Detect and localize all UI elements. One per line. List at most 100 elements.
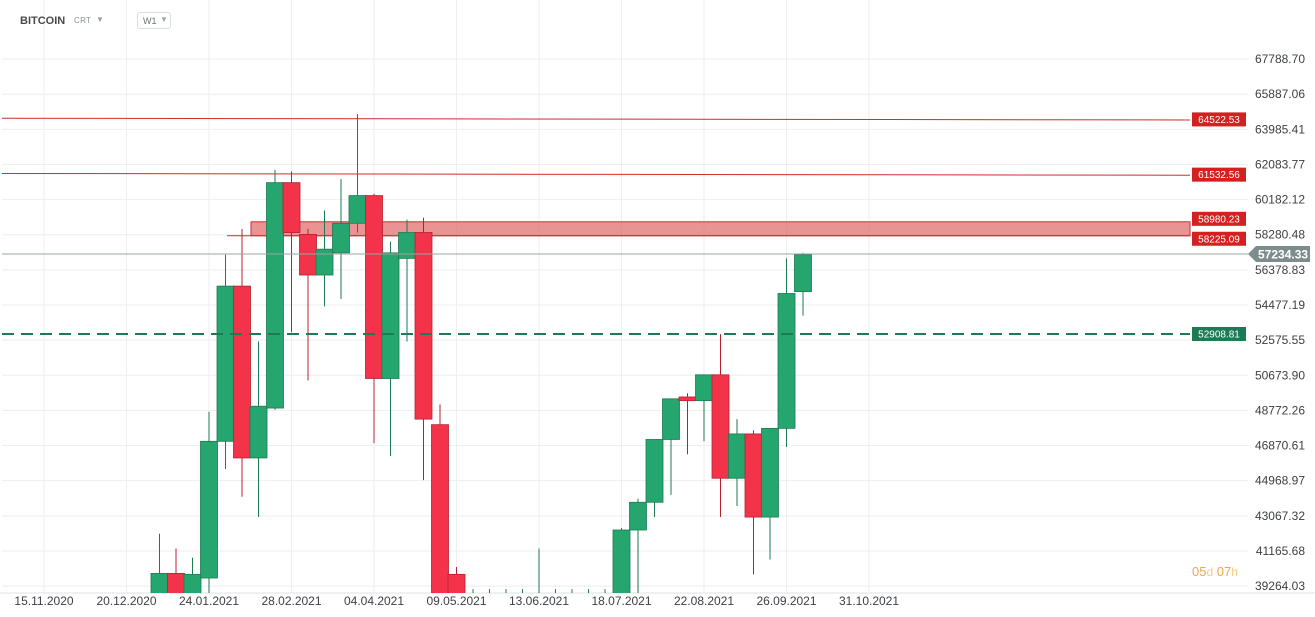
resistance-2-label: 61532.56 bbox=[1198, 170, 1240, 181]
bull-candle-body bbox=[381, 252, 400, 379]
bull-candle-body bbox=[332, 222, 350, 254]
timeframe-selector[interactable]: W1 ▼ bbox=[137, 12, 171, 29]
bull-candle-body bbox=[183, 573, 202, 593]
x-tick-label: 20.12.2020 bbox=[96, 594, 156, 608]
y-tick-label: 67788.70 bbox=[1255, 52, 1305, 66]
chart-toolbar: BITCOIN CRT ▼ W1 ▼ bbox=[0, 0, 400, 40]
bull-candle-body bbox=[645, 439, 664, 503]
bear-candle-body bbox=[365, 195, 383, 379]
bull-candle-body bbox=[728, 433, 746, 479]
chevron-down-icon[interactable]: ▼ bbox=[96, 15, 104, 24]
candle bbox=[167, 548, 185, 593]
bull-candle-body bbox=[315, 248, 334, 276]
candle bbox=[348, 114, 367, 233]
candle bbox=[662, 398, 680, 495]
bear-candle-body bbox=[711, 374, 730, 479]
bull-candle-body bbox=[348, 195, 367, 224]
current-price-tag: 57234.33 bbox=[1248, 246, 1310, 263]
bull-candle-body bbox=[249, 405, 268, 459]
y-tick-label: 46870.61 bbox=[1255, 439, 1305, 453]
y-tick-label: 44968.97 bbox=[1255, 474, 1305, 488]
candle bbox=[645, 439, 664, 518]
zone-top-tag: 58980.23 bbox=[1192, 211, 1246, 226]
candle bbox=[604, 589, 606, 593]
y-tick-label: 56378.83 bbox=[1255, 263, 1305, 277]
candle bbox=[381, 241, 400, 457]
candle bbox=[629, 498, 647, 593]
y-tick-label: 54477.19 bbox=[1255, 298, 1305, 312]
zone-top-badge bbox=[1192, 211, 1246, 226]
support-label: 52908.81 bbox=[1198, 329, 1240, 340]
candle bbox=[695, 374, 713, 442]
candle bbox=[571, 589, 573, 593]
zone-top-label: 58980.23 bbox=[1198, 214, 1240, 225]
candle bbox=[398, 219, 416, 342]
resistance-1-tag: 64522.53 bbox=[1192, 112, 1246, 127]
bull-candle-body bbox=[761, 427, 779, 518]
x-tick-label: 22.08.2021 bbox=[674, 594, 734, 608]
candle bbox=[505, 589, 507, 593]
chart-grid bbox=[0, 0, 1315, 594]
candle bbox=[555, 589, 556, 593]
zone-bottom-tag: 58225.09 bbox=[1192, 231, 1246, 246]
resistance-1-line bbox=[1, 117, 1191, 121]
zone-bottom-badge bbox=[1192, 231, 1246, 246]
candle bbox=[761, 427, 779, 560]
chevron-down-icon: ▼ bbox=[160, 15, 168, 24]
current-price-badge bbox=[1248, 246, 1310, 263]
candle bbox=[249, 341, 268, 518]
candle bbox=[183, 557, 202, 593]
y-tick-label: 41165.68 bbox=[1256, 544, 1305, 558]
bull-candle-body bbox=[200, 440, 218, 579]
countdown-hours-unit: h bbox=[1231, 565, 1238, 579]
candle bbox=[332, 178, 350, 300]
candle bbox=[365, 193, 383, 444]
countdown-days: 05 bbox=[1192, 564, 1207, 579]
y-tick-label: 60182.12 bbox=[1255, 193, 1305, 207]
y-tick-label: 43067.32 bbox=[1255, 509, 1305, 523]
candle bbox=[489, 589, 490, 593]
current-price-label: 57234.33 bbox=[1258, 248, 1308, 262]
candle bbox=[538, 548, 540, 593]
candle bbox=[522, 589, 523, 593]
bull-candle-body bbox=[612, 529, 631, 593]
candle bbox=[447, 566, 466, 593]
x-tick-label: 18.07.2021 bbox=[591, 594, 651, 608]
x-tick-label: 26.09.2021 bbox=[756, 594, 816, 608]
price-axis: 67788.70 65887.06 63985.41 62083.77 60182.12… bbox=[1255, 52, 1305, 593]
zone-rect bbox=[250, 221, 1191, 237]
candle bbox=[472, 589, 474, 593]
candle bbox=[777, 258, 796, 447]
support-tag: 52908.81 bbox=[1192, 326, 1246, 341]
y-tick-label: 50673.90 bbox=[1255, 368, 1305, 382]
bear-candle-body bbox=[678, 396, 697, 402]
x-tick-label: 31.10.2021 bbox=[839, 594, 899, 608]
bear-candle-body bbox=[233, 285, 251, 459]
y-tick-label: 65887.06 bbox=[1255, 87, 1305, 101]
y-tick-label: 62083.77 bbox=[1255, 157, 1305, 171]
bull-candle-body bbox=[695, 374, 713, 402]
candle-countdown: 05d 07h bbox=[1192, 564, 1238, 579]
symbol-name: BITCOIN bbox=[20, 15, 66, 27]
candle bbox=[150, 533, 169, 593]
x-tick-label: 24.01.2021 bbox=[179, 594, 239, 608]
candle bbox=[315, 210, 334, 307]
bull-candle-body bbox=[266, 182, 284, 409]
y-tick-label: 52575.55 bbox=[1255, 333, 1305, 347]
chart-type-selector[interactable]: CRT bbox=[74, 16, 92, 25]
candle bbox=[612, 528, 631, 593]
zone-bottom-label: 58225.09 bbox=[1198, 234, 1240, 245]
bear-candle-body bbox=[431, 424, 449, 593]
bull-candle-body bbox=[662, 398, 680, 440]
candle bbox=[711, 334, 730, 518]
timeframe-label: W1 bbox=[143, 16, 157, 26]
y-tick-label: 39264.03 bbox=[1255, 579, 1305, 593]
x-tick-label: 04.04.2021 bbox=[344, 594, 404, 608]
x-tick-label: 13.06.2021 bbox=[509, 594, 569, 608]
resistance-2-line bbox=[1, 172, 1191, 176]
resistance-1-label: 64522.53 bbox=[1198, 115, 1240, 126]
x-tick-label: 28.02.2021 bbox=[261, 594, 321, 608]
countdown-days-unit: d bbox=[1206, 565, 1214, 579]
candle bbox=[200, 411, 218, 593]
